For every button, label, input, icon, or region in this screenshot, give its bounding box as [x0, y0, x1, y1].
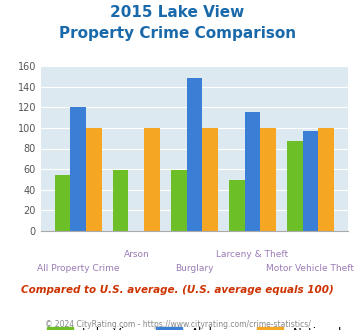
Bar: [86, 128, 102, 231]
Text: 2015 Lake View: 2015 Lake View: [110, 5, 245, 20]
Text: All Property Crime: All Property Crime: [37, 264, 120, 273]
Text: © 2024 CityRating.com - https://www.cityrating.com/crime-statistics/: © 2024 CityRating.com - https://www.city…: [45, 320, 310, 329]
Bar: [260, 128, 276, 231]
Bar: [302, 131, 318, 231]
Text: Compared to U.S. average. (U.S. average equals 100): Compared to U.S. average. (U.S. average …: [21, 285, 334, 295]
Text: Property Crime Comparison: Property Crime Comparison: [59, 26, 296, 41]
Bar: [144, 128, 160, 231]
Bar: [245, 113, 260, 231]
Text: Arson: Arson: [124, 250, 149, 259]
Bar: [171, 170, 186, 231]
Bar: [186, 79, 202, 231]
Bar: [113, 170, 129, 231]
Bar: [202, 128, 218, 231]
Bar: [70, 107, 86, 231]
Text: Larceny & Theft: Larceny & Theft: [216, 250, 289, 259]
Text: Motor Vehicle Theft: Motor Vehicle Theft: [267, 264, 354, 273]
Bar: [318, 128, 334, 231]
Text: Burglary: Burglary: [175, 264, 214, 273]
Legend: Lake View, Alabama, National: Lake View, Alabama, National: [42, 323, 347, 330]
Bar: [287, 141, 302, 231]
Bar: [55, 175, 70, 231]
Bar: [229, 181, 245, 231]
